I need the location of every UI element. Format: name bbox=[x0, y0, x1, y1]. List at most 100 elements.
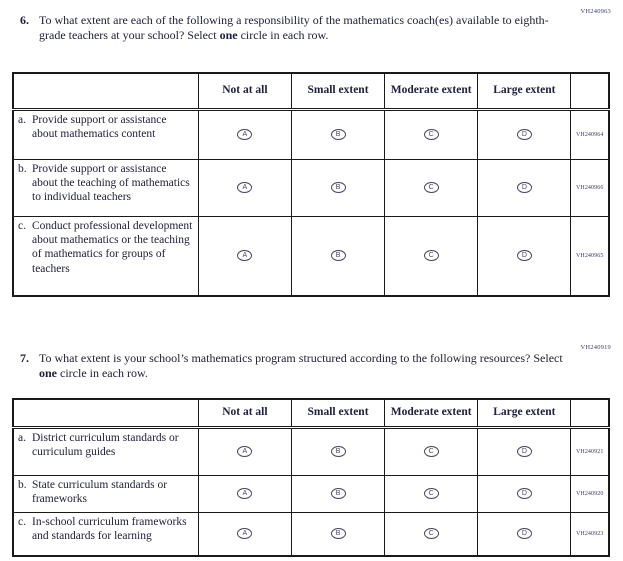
response-cell-large-extent: D bbox=[477, 511, 572, 556]
response-cell-not-at-all: A bbox=[197, 474, 292, 513]
response-bubble-a[interactable]: A bbox=[237, 488, 253, 500]
response-bubble-a[interactable]: A bbox=[237, 182, 253, 194]
response-cell-large-extent: D bbox=[477, 426, 572, 476]
response-cell-moderate-extent: C bbox=[384, 158, 479, 217]
response-cell-not-at-all: A bbox=[197, 108, 292, 160]
empty-header-cell bbox=[570, 72, 610, 111]
response-cell-large-extent: D bbox=[477, 158, 572, 217]
question-6-response-table: Not at all Small extent Moderate extent … bbox=[12, 72, 610, 297]
response-cell-large-extent: D bbox=[477, 474, 572, 513]
response-cell-small-extent: B bbox=[290, 108, 386, 160]
response-bubble-c[interactable]: C bbox=[423, 129, 439, 141]
row-letter: a. bbox=[18, 113, 26, 126]
table-row: b. State curriculum standards or framewo… bbox=[12, 474, 610, 513]
response-cell-small-extent: B bbox=[290, 474, 386, 513]
response-bubble-d[interactable]: D bbox=[516, 129, 532, 141]
row-label: Provide support or assistance about math… bbox=[32, 113, 167, 140]
response-cell-small-extent: B bbox=[290, 215, 386, 296]
question-6-text-after: circle in each row. bbox=[237, 28, 329, 43]
row-letter: b. bbox=[18, 478, 27, 491]
column-header-large-extent: Large extent bbox=[477, 72, 572, 111]
row-label: State curriculum standards or frameworks bbox=[32, 478, 168, 505]
question-6: 6. To what extent are each of the follow… bbox=[20, 13, 592, 44]
response-cell-not-at-all: A bbox=[197, 511, 292, 556]
table-row: a. Provide support or assistance about m… bbox=[12, 108, 610, 160]
response-cell-large-extent: D bbox=[477, 108, 572, 160]
column-header-not-at-all: Not at all bbox=[197, 72, 292, 111]
row-label-cell: a. District curriculum standards or curr… bbox=[12, 426, 199, 476]
response-bubble-a[interactable]: A bbox=[237, 528, 253, 540]
question-7: 7. To what extent is your school’s mathe… bbox=[20, 351, 592, 382]
response-cell-moderate-extent: C bbox=[384, 474, 479, 513]
response-cell-not-at-all: A bbox=[197, 426, 292, 476]
question-7-text: To what extent is your school’s mathemat… bbox=[39, 351, 574, 382]
response-bubble-a[interactable]: A bbox=[237, 446, 253, 458]
question-6-bold-word: one bbox=[219, 28, 238, 43]
response-bubble-b[interactable]: B bbox=[330, 488, 346, 500]
header-row: Not at all Small extent Moderate extent … bbox=[12, 398, 610, 429]
row-label-cell: b. State curriculum standards or framewo… bbox=[12, 474, 199, 513]
column-header-large-extent: Large extent bbox=[477, 398, 572, 429]
row-form-code: VH240921 bbox=[570, 426, 610, 476]
response-bubble-b[interactable]: B bbox=[330, 250, 346, 262]
response-bubble-d[interactable]: D bbox=[516, 528, 532, 540]
column-header-moderate-extent: Moderate extent bbox=[384, 398, 479, 429]
row-label: District curriculum standards or curricu… bbox=[32, 431, 179, 458]
row-letter: b. bbox=[18, 162, 27, 175]
row-label: Provide support or assistance about the … bbox=[32, 162, 190, 204]
response-bubble-c[interactable]: C bbox=[423, 250, 439, 262]
row-label: In-school curriculum frameworks and stan… bbox=[32, 515, 187, 542]
response-bubble-a[interactable]: A bbox=[237, 129, 253, 141]
response-bubble-b[interactable]: B bbox=[330, 129, 346, 141]
question-6-text-before: To what extent are each of the following… bbox=[39, 13, 549, 43]
empty-header-cell bbox=[12, 72, 199, 111]
response-bubble-c[interactable]: C bbox=[423, 182, 439, 194]
row-letter: a. bbox=[18, 431, 26, 444]
empty-header-cell bbox=[570, 398, 610, 429]
empty-header-cell bbox=[12, 398, 199, 429]
form-code-q6: VH240963 bbox=[580, 8, 611, 15]
response-cell-moderate-extent: C bbox=[384, 426, 479, 476]
response-bubble-b[interactable]: B bbox=[330, 528, 346, 540]
response-cell-not-at-all: A bbox=[197, 215, 292, 296]
table-row: a. District curriculum standards or curr… bbox=[12, 426, 610, 476]
response-bubble-b[interactable]: B bbox=[330, 182, 346, 194]
column-header-moderate-extent: Moderate extent bbox=[384, 72, 479, 111]
response-cell-moderate-extent: C bbox=[384, 215, 479, 296]
row-label: Conduct professional development about m… bbox=[32, 219, 193, 275]
table-row: b. Provide support or assistance about t… bbox=[12, 158, 610, 217]
table-row: c. In-school curriculum frameworks and s… bbox=[12, 511, 610, 556]
response-bubble-d[interactable]: D bbox=[516, 182, 532, 194]
response-bubble-d[interactable]: D bbox=[516, 250, 532, 262]
response-cell-not-at-all: A bbox=[197, 158, 292, 217]
question-6-text: To what extent are each of the following… bbox=[39, 13, 574, 44]
response-bubble-a[interactable]: A bbox=[237, 250, 253, 262]
response-bubble-c[interactable]: C bbox=[423, 528, 439, 540]
response-cell-small-extent: B bbox=[290, 158, 386, 217]
row-form-code: VH240964 bbox=[570, 108, 610, 160]
row-label-cell: b. Provide support or assistance about t… bbox=[12, 158, 199, 217]
row-label-cell: a. Provide support or assistance about m… bbox=[12, 108, 199, 160]
row-form-code: VH240920 bbox=[570, 474, 610, 513]
question-7-response-table: Not at all Small extent Moderate extent … bbox=[12, 398, 610, 557]
response-bubble-c[interactable]: C bbox=[423, 446, 439, 458]
row-letter: c. bbox=[18, 515, 26, 528]
response-cell-small-extent: B bbox=[290, 511, 386, 556]
column-header-small-extent: Small extent bbox=[290, 72, 386, 111]
response-bubble-c[interactable]: C bbox=[423, 488, 439, 500]
response-bubble-d[interactable]: D bbox=[516, 446, 532, 458]
row-label-cell: c. In-school curriculum frameworks and s… bbox=[12, 511, 199, 556]
column-header-not-at-all: Not at all bbox=[197, 398, 292, 429]
question-7-text-before: To what extent is your school’s mathemat… bbox=[39, 351, 563, 365]
column-header-small-extent: Small extent bbox=[290, 398, 386, 429]
response-bubble-d[interactable]: D bbox=[516, 488, 532, 500]
header-row: Not at all Small extent Moderate extent … bbox=[12, 72, 610, 111]
response-bubble-b[interactable]: B bbox=[330, 446, 346, 458]
question-7-number: 7. bbox=[20, 351, 29, 365]
question-6-number: 6. bbox=[20, 13, 29, 27]
response-cell-large-extent: D bbox=[477, 215, 572, 296]
row-form-code: VH240923 bbox=[570, 511, 610, 556]
question-7-bold-word: one bbox=[39, 366, 57, 381]
response-cell-moderate-extent: C bbox=[384, 108, 479, 160]
row-form-code: VH240966 bbox=[570, 158, 610, 217]
